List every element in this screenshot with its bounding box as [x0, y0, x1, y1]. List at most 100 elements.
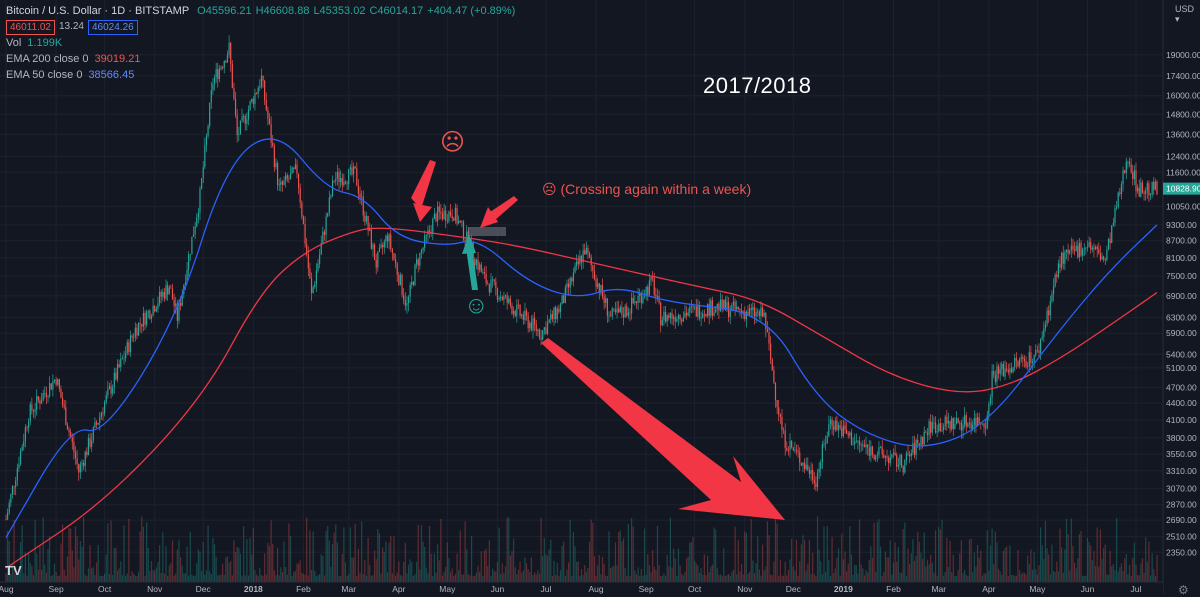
candle-body	[985, 427, 987, 429]
volume-bar	[5, 573, 7, 582]
volume-bar	[658, 564, 660, 582]
volume-bar	[115, 547, 117, 582]
candle-body	[1054, 274, 1056, 287]
candle-body	[993, 371, 995, 376]
candle-body	[87, 438, 90, 456]
candle-body	[1091, 247, 1093, 250]
candle-body	[576, 261, 578, 266]
volume-bar	[453, 575, 455, 582]
volume-bar	[1099, 529, 1102, 582]
volume-bar	[8, 541, 10, 582]
candle-body	[498, 297, 500, 300]
volume-bar	[432, 575, 434, 582]
candle-body	[181, 294, 183, 306]
volume-bar	[619, 530, 621, 582]
ema200-legend[interactable]: EMA 200 close 0 39019.21	[6, 51, 521, 67]
volume-bar	[770, 574, 772, 582]
candle-body	[456, 207, 458, 224]
volume-bar	[803, 540, 806, 582]
candle-body	[99, 416, 101, 423]
tradingview-logo[interactable]: TV	[5, 563, 22, 578]
candle-body	[794, 449, 796, 451]
annotation-arrows	[411, 160, 785, 520]
candle-body	[839, 425, 841, 428]
volume-bar	[488, 540, 490, 582]
buy-button[interactable]: 46024.26	[88, 19, 138, 35]
volume-legend[interactable]: Vol 1.199K	[6, 35, 521, 51]
volume-bar	[802, 535, 804, 582]
candle-body	[50, 383, 52, 390]
volume-bar	[918, 541, 920, 582]
volume-bar	[943, 575, 945, 582]
candle-body	[1088, 242, 1090, 247]
volume-bar	[280, 567, 282, 582]
volume-bar	[980, 550, 982, 582]
volume-bar	[323, 575, 326, 582]
volume-bar	[719, 574, 722, 582]
candle-body	[302, 216, 305, 225]
candle-body	[97, 422, 99, 425]
volume-bar	[553, 560, 555, 582]
volume-bar	[458, 570, 460, 582]
candle-body	[16, 468, 18, 481]
volume-bar	[962, 573, 964, 582]
candle-body	[1141, 182, 1144, 193]
volume-bar	[875, 571, 877, 582]
candle-body	[314, 283, 316, 288]
volume-bar	[876, 521, 878, 582]
candle-body	[841, 427, 843, 437]
candle-body	[437, 206, 439, 222]
candle-body	[774, 382, 777, 401]
candle-body	[847, 433, 849, 436]
candle-body	[100, 413, 102, 417]
volume-bar	[142, 526, 145, 582]
volume-bar	[626, 575, 628, 582]
volume-bar	[170, 563, 172, 582]
volume-bar	[482, 575, 484, 582]
volume-bar	[1140, 563, 1142, 582]
volume-bar	[1083, 575, 1085, 582]
candle-body	[1153, 181, 1155, 190]
volume-bar	[171, 540, 174, 582]
volume-bar	[618, 531, 620, 582]
volume-bar	[989, 545, 992, 582]
ema50-legend[interactable]: EMA 50 close 0 38566.45	[6, 67, 521, 83]
volume-bar	[1059, 528, 1061, 582]
volume-bar	[1141, 558, 1144, 582]
candle-body	[844, 425, 846, 430]
sell-button[interactable]: 46011.02	[6, 19, 55, 35]
symbol-title[interactable]: Bitcoin / U.S. Dollar · 1D · BITSTAMP	[6, 5, 190, 17]
candle-body	[1149, 194, 1152, 196]
volume-bar	[795, 539, 798, 582]
currency-selector[interactable]: USD ▾	[1175, 4, 1195, 24]
candle-body	[983, 423, 985, 428]
candle-body	[807, 464, 809, 471]
volume-bar	[537, 570, 539, 582]
volume-bar	[847, 563, 849, 582]
candle-body	[228, 42, 230, 55]
volume-bar	[1007, 575, 1009, 582]
candle-body	[107, 388, 109, 396]
volume-bar	[1031, 569, 1034, 582]
volume-bar	[234, 552, 237, 582]
candle-body	[268, 118, 271, 124]
candle-body	[884, 456, 887, 458]
price-axis[interactable]: 19000.0017400.0016000.0014800.0013600.00…	[1162, 0, 1200, 594]
time-axis[interactable]: Aug Sep Oct Nov Dec 2018 Feb Mar Apr May Jun Jul Aug…	[0, 581, 1163, 594]
currency-label: USD	[1175, 4, 1195, 14]
candle-body	[23, 440, 25, 447]
gear-icon[interactable]: ⚙	[1178, 583, 1189, 597]
volume-bar	[125, 575, 127, 582]
candle-body	[989, 397, 992, 404]
candle-body	[325, 216, 327, 235]
candle-body	[225, 61, 227, 63]
volume-bar	[110, 520, 112, 582]
candle-body	[624, 306, 626, 318]
candle-body	[739, 308, 741, 311]
volume-bar	[382, 547, 384, 582]
volume-bar	[57, 576, 59, 582]
volume-bar	[467, 574, 469, 582]
candle-body	[631, 297, 633, 314]
candle-body	[147, 311, 149, 313]
